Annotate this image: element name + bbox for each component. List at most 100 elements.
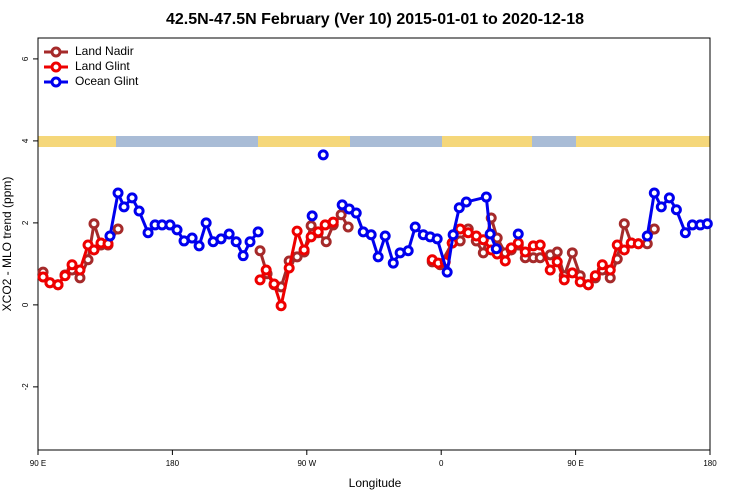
land-strip [442,136,532,147]
data-point [701,218,713,230]
data-point [268,278,280,290]
data-point [283,262,295,274]
data-point [679,227,691,239]
data-point [171,224,183,236]
data-point [317,149,329,161]
data-point [305,220,317,232]
data-point [112,187,124,199]
legend-label: Land Glint [75,59,130,73]
data-point [566,247,578,259]
data-point [291,251,303,263]
legend-label: Land Nadir [75,44,134,58]
data-point [244,236,256,248]
data-point [306,210,318,222]
land-strip [258,136,350,147]
data-point [260,264,272,276]
data-point [88,244,100,256]
data-point [431,233,443,245]
data-point [641,230,653,242]
data-point [409,221,421,233]
data-point [453,202,465,214]
data-point [551,246,563,258]
data-point [74,264,86,276]
data-point [252,226,264,238]
data-point [254,245,266,257]
x-tick-label: 180 [703,459,717,468]
data-point [186,232,198,244]
data-point [254,274,266,286]
x-tick-label: 90 W [297,459,316,468]
data-point [342,221,354,233]
data-point [335,209,347,221]
data-point [484,228,496,240]
data-point [512,237,524,249]
series-line [42,220,639,312]
y-tick-label: 2 [21,220,30,225]
data-point [618,218,630,230]
data-point [312,226,324,238]
x-tick-label: 90 E [567,459,583,468]
land-ocean-strip [38,136,710,147]
data-point [112,223,124,235]
y-tick-label: -2 [21,383,30,391]
data-point [663,192,675,204]
data-point [298,244,310,256]
data-point [589,270,601,282]
x-tick-label: 0 [439,459,444,468]
data-point [104,230,116,242]
data-point [275,300,287,312]
ocean-strip [38,136,710,147]
data-point [618,244,630,256]
data-point [441,266,453,278]
y-tick-label: 6 [21,56,30,61]
data-point [237,250,249,262]
data-point [402,245,414,257]
x-axis-label: Longitude [349,476,402,490]
x-tick-label: 180 [166,459,180,468]
data-point [164,219,176,231]
plot-frame [37,37,711,451]
data-point [447,229,459,241]
data-point [566,267,578,279]
data-point [480,191,492,203]
data-point [490,243,502,255]
data-point [544,264,556,276]
data-point [670,204,682,216]
data-point [350,207,362,219]
data-point [611,239,623,251]
data-point [291,225,303,237]
data-point [655,201,667,213]
data-point [379,230,391,242]
data-point [582,279,594,291]
legend-label: Ocean Glint [75,74,139,88]
data-point [133,205,145,217]
data-point [320,236,332,248]
legend-marker [50,46,62,58]
data-point [230,236,242,248]
data-point [632,238,644,250]
land-strip [576,136,710,147]
data-point [648,223,660,235]
chart-title: 42.5N-47.5N February (Ver 10) 2015-01-01… [166,11,584,28]
data-point [460,196,472,208]
data-point [477,234,489,246]
data-point [648,187,660,199]
y-tick-label: 4 [21,138,30,143]
x-tick-label: 90 E [30,459,46,468]
data-point [88,218,100,230]
data-point [604,264,616,276]
data-point [37,271,49,283]
data-point [512,228,524,240]
land-strip [38,136,116,147]
data-point [52,279,64,291]
data-point [551,256,563,268]
data-point [142,227,154,239]
data-point [499,255,511,267]
y-axis-label: XCO2 - MLO trend (ppm) [0,177,14,312]
data-point [519,246,531,258]
data-point [118,201,130,213]
data-point [66,259,78,271]
y-tick-label: 0 [21,302,30,307]
